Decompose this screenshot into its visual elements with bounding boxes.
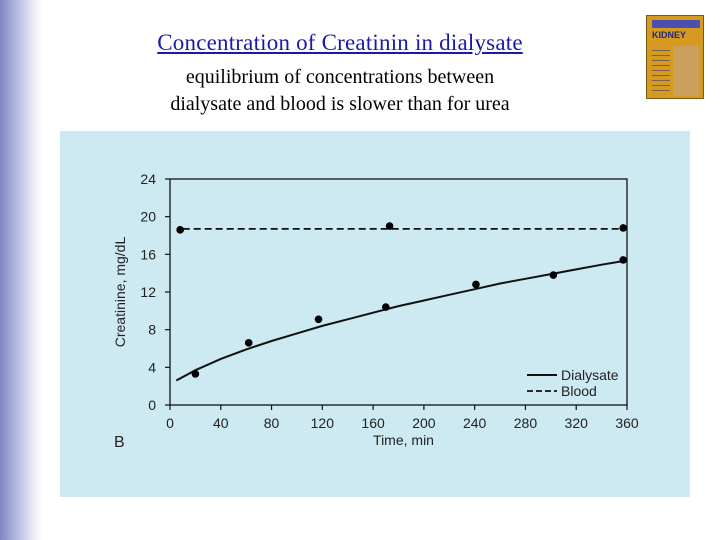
data-point-blood — [385, 222, 394, 230]
x-tick-label: 120 — [311, 415, 335, 431]
data-point-dialysate — [314, 315, 323, 324]
data-point-dialysate — [472, 280, 480, 289]
data-point-blood — [619, 224, 627, 232]
x-axis-label: Time, min — [373, 432, 434, 448]
y-tick-label: 16 — [140, 246, 156, 262]
y-tick-label: 8 — [148, 322, 156, 338]
y-tick-label: 12 — [140, 284, 156, 300]
x-tick-label: 280 — [514, 415, 538, 431]
book-cover-image: KIDNEY — [646, 15, 704, 99]
data-point-dialysate — [244, 339, 253, 347]
data-point-dialysate — [619, 256, 627, 264]
data-point-blood — [176, 226, 184, 234]
book-cover-strip — [652, 20, 700, 28]
y-tick-label: 20 — [140, 209, 156, 225]
book-cover-label: KIDNEY — [652, 30, 687, 40]
left-gradient-decoration — [0, 0, 42, 540]
data-point-dialysate — [382, 303, 390, 311]
book-cover-text-lines — [652, 50, 670, 94]
x-tick-label: 200 — [412, 415, 436, 431]
data-point-dialysate — [191, 370, 200, 378]
x-tick-label: 0 — [166, 415, 174, 431]
legend-label-dialysate: Dialysate — [561, 367, 619, 383]
plot-frame — [169, 178, 628, 406]
legend-label-blood: Blood — [561, 383, 597, 399]
y-axis-label: Creatinine, mg/dL — [112, 237, 128, 348]
y-tick-label: 0 — [148, 397, 156, 413]
slide-title: Concentration of Creatinin in dialysate — [157, 30, 523, 55]
panel-label: B — [114, 434, 125, 451]
subtitle-line-1: equilibrium of concentrations between — [185, 66, 495, 88]
x-tick-label: 80 — [264, 415, 280, 431]
x-tick-label: 40 — [213, 415, 229, 431]
subtitle-line-2: dialysate and blood is slower than for u… — [170, 93, 510, 115]
chart-panel: 0 4 8 12 16 20 24 0 40 80 120 160 200 240 280 320 360 Tim… — [60, 131, 690, 497]
x-tick-label: 320 — [565, 415, 589, 431]
book-cover-art — [673, 46, 699, 96]
y-tick-label: 4 — [148, 359, 156, 375]
x-tick-label: 360 — [615, 415, 639, 431]
x-tick-label: 240 — [463, 415, 487, 431]
series-line-dialysate — [175, 259, 625, 382]
x-tick-label: 160 — [361, 415, 385, 431]
data-point-dialysate — [549, 271, 558, 279]
y-tick-label: 24 — [140, 171, 156, 187]
